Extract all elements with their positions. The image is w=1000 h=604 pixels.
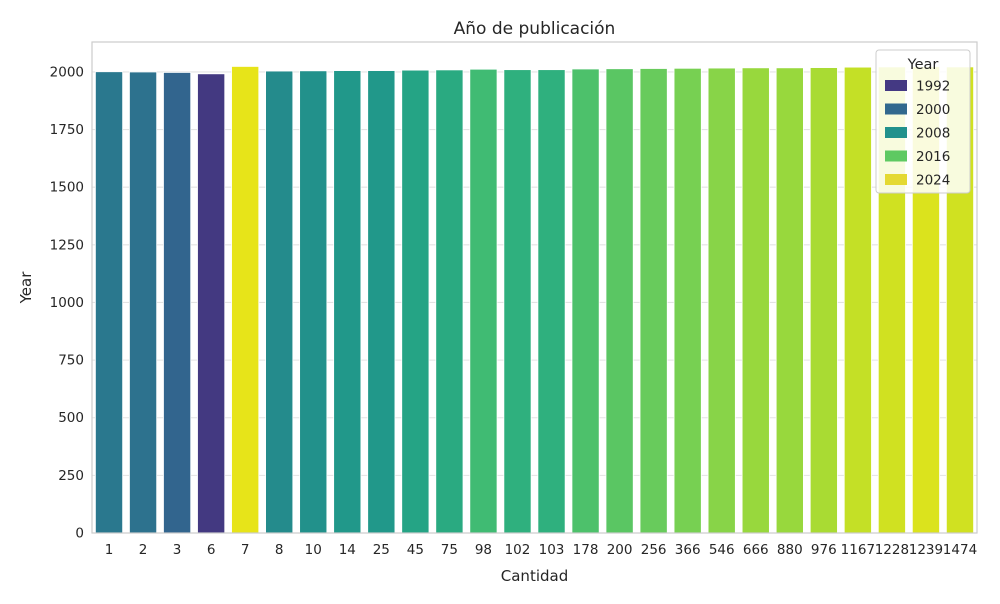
x-tick-label: 14	[339, 542, 356, 558]
bar	[129, 71, 158, 534]
x-tick-label: 666	[743, 542, 769, 558]
legend: Year 1992 2000 2008 2016 2024	[875, 49, 971, 194]
bar	[197, 73, 226, 534]
legend-swatch	[885, 150, 907, 162]
y-axis-ticks: 0 250 500 750 1000 1250 1500 1750 2000	[50, 64, 84, 541]
y-tick-label: 1250	[50, 237, 84, 253]
x-tick-label: 8	[275, 542, 284, 558]
y-tick-label: 500	[58, 410, 84, 426]
x-tick-label: 256	[641, 542, 667, 558]
x-tick-label: 880	[777, 542, 803, 558]
y-tick-label: 1000	[50, 295, 84, 311]
y-axis-label: Year	[17, 271, 35, 305]
legend-swatch	[885, 127, 907, 138]
bar	[707, 67, 736, 534]
bar	[95, 71, 124, 534]
legend-title: Year	[907, 57, 939, 73]
y-tick-label: 2000	[50, 64, 84, 80]
legend-label: 2008	[916, 126, 950, 142]
legend-label: 2016	[916, 149, 950, 165]
chart-title: Año de publicación	[454, 19, 616, 39]
legend-label: 2024	[916, 173, 950, 189]
bar	[469, 68, 498, 534]
bar	[435, 69, 464, 534]
x-tick-label: 1474	[943, 542, 977, 558]
x-axis-label: Cantidad	[501, 567, 568, 585]
legend-swatch	[885, 174, 907, 185]
bar	[571, 68, 600, 534]
x-tick-label: 976	[811, 542, 837, 558]
bar	[673, 67, 702, 534]
x-tick-label: 200	[607, 542, 633, 558]
bar	[503, 69, 532, 534]
x-tick-label: 6	[207, 542, 216, 558]
bars	[95, 66, 974, 534]
x-tick-label: 102	[505, 542, 531, 558]
y-tick-label: 750	[58, 353, 84, 369]
x-tick-label: 103	[539, 542, 565, 558]
x-tick-label: 366	[675, 542, 701, 558]
x-tick-label: 546	[709, 542, 735, 558]
legend-label: 2000	[916, 102, 950, 118]
bar	[809, 67, 838, 534]
y-tick-label: 1500	[50, 180, 84, 196]
bar	[741, 67, 770, 534]
bar	[639, 68, 668, 534]
y-tick-label: 250	[58, 468, 84, 484]
bar	[299, 70, 328, 534]
bar	[605, 68, 634, 534]
bar	[163, 72, 192, 534]
x-tick-label: 7	[241, 542, 250, 558]
bar	[401, 69, 430, 534]
x-tick-label: 25	[373, 542, 390, 558]
bar	[775, 67, 804, 534]
x-tick-label: 2	[139, 542, 148, 558]
legend-label: 1992	[916, 79, 950, 95]
x-tick-label: 1228	[875, 542, 909, 558]
bar	[231, 66, 260, 534]
x-tick-label: 1239	[909, 542, 943, 558]
x-tick-label: 45	[407, 542, 424, 558]
bar	[333, 70, 362, 534]
legend-swatch	[885, 80, 907, 91]
bar	[367, 70, 396, 534]
legend-swatch	[885, 103, 907, 115]
x-tick-label: 75	[441, 542, 458, 558]
x-tick-label: 178	[573, 542, 599, 558]
bar	[265, 70, 294, 534]
x-tick-label: 1	[105, 542, 114, 558]
x-tick-label: 98	[475, 542, 492, 558]
x-tick-label: 3	[173, 542, 182, 558]
x-tick-label: 1167	[841, 542, 875, 558]
plot-frame	[91, 41, 978, 534]
x-tick-label: 10	[305, 542, 322, 558]
y-tick-label: 0	[75, 526, 84, 542]
y-tick-label: 1750	[50, 122, 84, 138]
x-axis-ticks: 1 2 3 6 7 8 10 14 25 45 75 98 102 103 178 200 256 366 546 6…	[105, 542, 977, 558]
bar	[537, 69, 566, 534]
legend-entries: 1992 2000 2008 2016 2024	[885, 79, 950, 189]
bar	[843, 66, 872, 534]
